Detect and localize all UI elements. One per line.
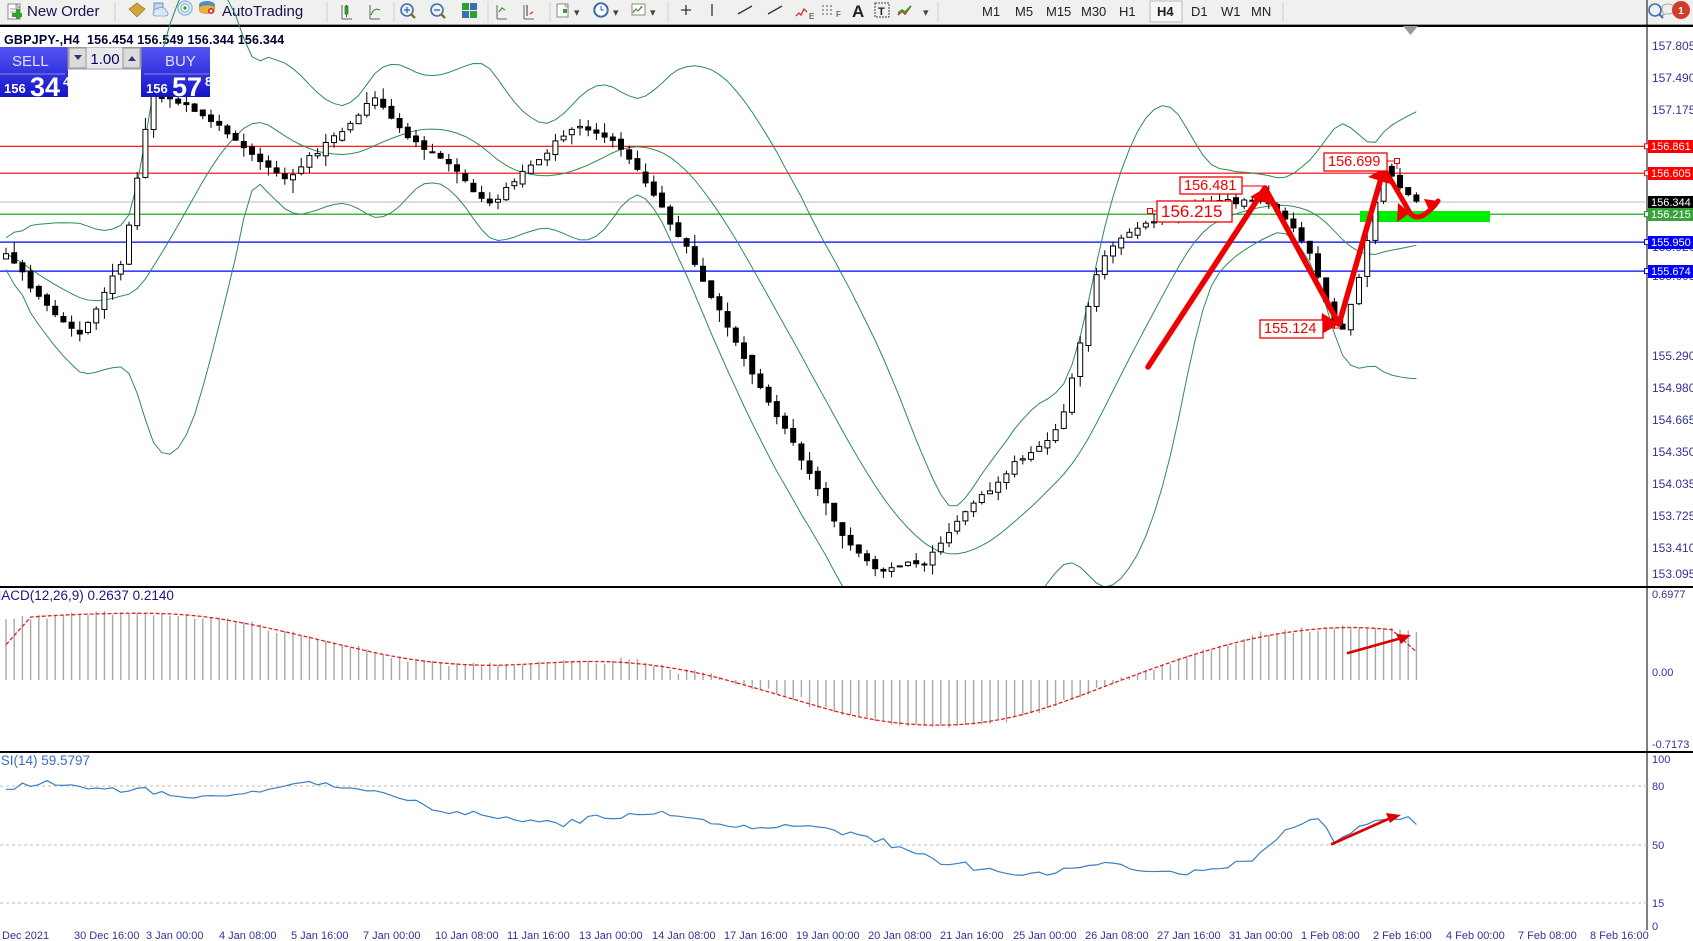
svg-text:0.6977: 0.6977 bbox=[1652, 589, 1686, 601]
svg-text:154.350: 154.350 bbox=[1652, 445, 1693, 459]
svg-text:154.035: 154.035 bbox=[1652, 477, 1693, 491]
svg-text:156: 156 bbox=[4, 81, 26, 96]
svg-text:4 Feb 00:00: 4 Feb 00:00 bbox=[1446, 930, 1505, 941]
svg-text:155.124: 155.124 bbox=[1264, 321, 1316, 337]
svg-text:50: 50 bbox=[1652, 840, 1664, 852]
svg-text:153.095: 153.095 bbox=[1652, 567, 1693, 581]
svg-text:27 Jan 16:00: 27 Jan 16:00 bbox=[1157, 930, 1221, 941]
svg-text:1 Feb 08:00: 1 Feb 08:00 bbox=[1301, 930, 1360, 941]
svg-text:157.805: 157.805 bbox=[1652, 39, 1693, 53]
svg-text:10 Jan 08:00: 10 Jan 08:00 bbox=[435, 930, 499, 941]
svg-text:153.410: 153.410 bbox=[1652, 541, 1693, 555]
svg-text:30 Dec 16:00: 30 Dec 16:00 bbox=[74, 930, 139, 941]
svg-text:156.215: 156.215 bbox=[1161, 202, 1222, 221]
svg-text:153.725: 153.725 bbox=[1652, 509, 1693, 523]
svg-text:156: 156 bbox=[146, 81, 168, 96]
svg-text:156.605: 156.605 bbox=[1651, 168, 1691, 180]
svg-text:4: 4 bbox=[63, 74, 71, 89]
svg-text:25 Jan 00:00: 25 Jan 00:00 bbox=[1013, 930, 1077, 941]
svg-text:31 Jan 00:00: 31 Jan 00:00 bbox=[1229, 930, 1293, 941]
svg-text:8: 8 bbox=[205, 74, 210, 89]
svg-text:155.950: 155.950 bbox=[1651, 237, 1691, 249]
svg-text:21 Jan 16:00: 21 Jan 16:00 bbox=[940, 930, 1004, 941]
svg-text:MACD(12,26,9) 0.2637 0.2140: MACD(12,26,9) 0.2637 0.2140 bbox=[0, 588, 174, 603]
svg-text:7 Jan 00:00: 7 Jan 00:00 bbox=[363, 930, 421, 941]
svg-text:0.00: 0.00 bbox=[1652, 667, 1673, 679]
svg-text:20 Jan 08:00: 20 Jan 08:00 bbox=[868, 930, 932, 941]
svg-text:4 Jan 08:00: 4 Jan 08:00 bbox=[219, 930, 277, 941]
svg-text:80: 80 bbox=[1652, 781, 1664, 793]
svg-text:8 Feb 16:00: 8 Feb 16:00 bbox=[1590, 930, 1649, 941]
svg-text:13 Jan 00:00: 13 Jan 00:00 bbox=[579, 930, 643, 941]
svg-text:155.674: 155.674 bbox=[1651, 266, 1691, 278]
svg-text:156.861: 156.861 bbox=[1651, 141, 1691, 153]
svg-text:RSI(14) 59.5797: RSI(14) 59.5797 bbox=[0, 753, 90, 768]
svg-text:Dec 2021: Dec 2021 bbox=[2, 930, 49, 941]
svg-text:15: 15 bbox=[1652, 898, 1664, 910]
svg-text:156.699: 156.699 bbox=[1328, 154, 1380, 170]
svg-text:7 Feb 08:00: 7 Feb 08:00 bbox=[1518, 930, 1577, 941]
svg-text:19 Jan 00:00: 19 Jan 00:00 bbox=[796, 930, 860, 941]
svg-text:SELL: SELL bbox=[12, 53, 49, 70]
svg-text:14 Jan 08:00: 14 Jan 08:00 bbox=[652, 930, 716, 941]
svg-text:156.344: 156.344 bbox=[1651, 197, 1691, 209]
svg-text:154.665: 154.665 bbox=[1652, 413, 1693, 427]
svg-text:2 Feb 16:00: 2 Feb 16:00 bbox=[1373, 930, 1432, 941]
svg-text:3 Jan 00:00: 3 Jan 00:00 bbox=[146, 930, 204, 941]
svg-text:26 Jan 08:00: 26 Jan 08:00 bbox=[1085, 930, 1149, 941]
svg-text:155.290: 155.290 bbox=[1652, 349, 1693, 363]
svg-text:157.490: 157.490 bbox=[1652, 71, 1693, 85]
svg-text:1.00: 1.00 bbox=[90, 51, 119, 68]
svg-text:BUY: BUY bbox=[165, 53, 196, 70]
svg-text:157.175: 157.175 bbox=[1652, 103, 1693, 117]
svg-text:57: 57 bbox=[172, 72, 202, 97]
svg-text:5 Jan 16:00: 5 Jan 16:00 bbox=[291, 930, 349, 941]
svg-text:156.215: 156.215 bbox=[1651, 209, 1691, 221]
svg-text:34: 34 bbox=[30, 72, 60, 97]
svg-text:154.980: 154.980 bbox=[1652, 381, 1693, 395]
svg-text:11 Jan 16:00: 11 Jan 16:00 bbox=[507, 930, 570, 941]
svg-text:156.481: 156.481 bbox=[1184, 178, 1236, 194]
svg-text:-0.7173: -0.7173 bbox=[1652, 739, 1689, 751]
svg-text:100: 100 bbox=[1652, 754, 1670, 766]
svg-text:17 Jan 16:00: 17 Jan 16:00 bbox=[724, 930, 788, 941]
